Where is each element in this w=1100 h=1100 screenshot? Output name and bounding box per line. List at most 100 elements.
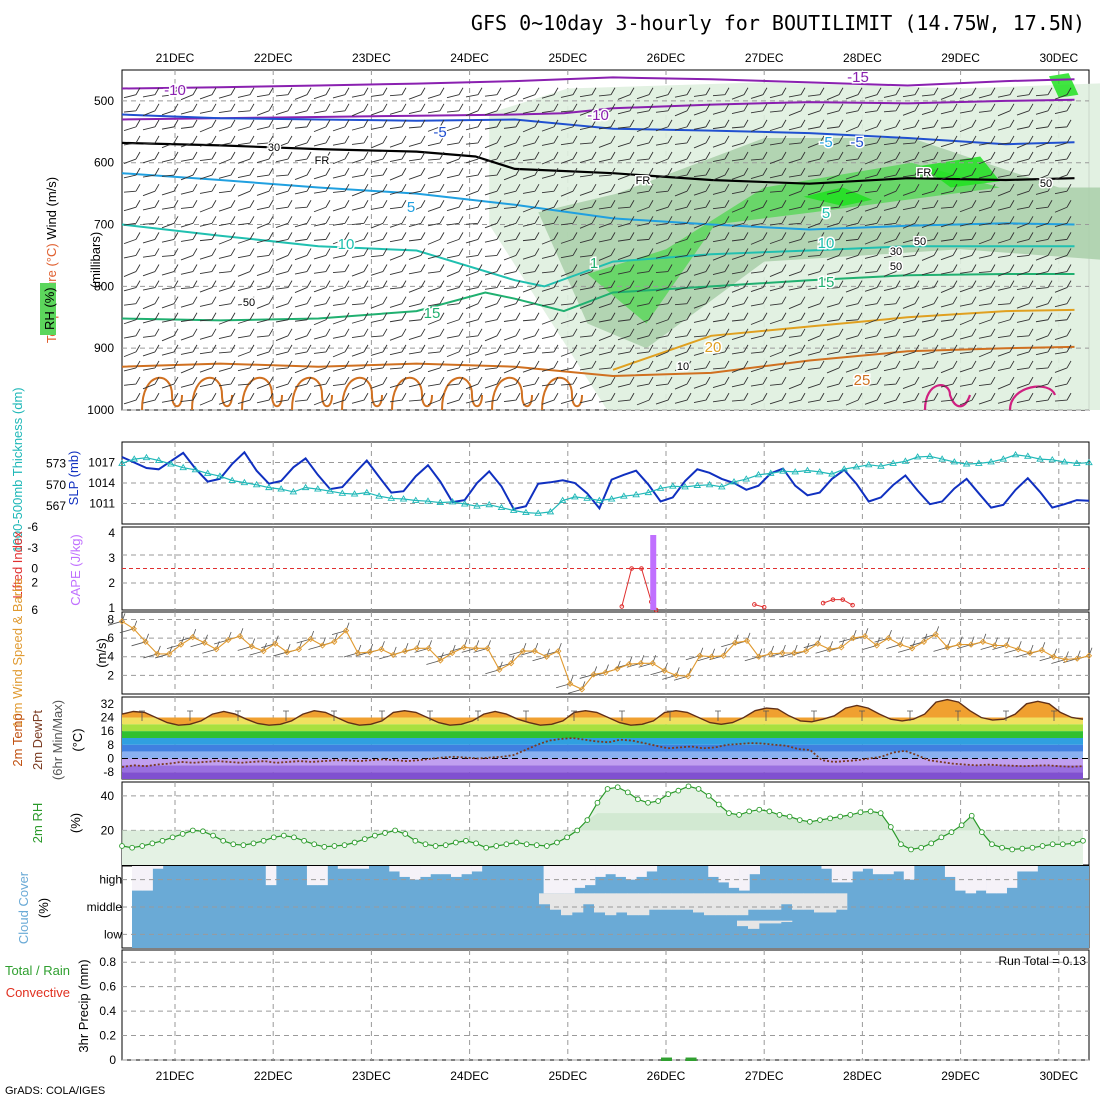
rh-legend-swatch bbox=[40, 283, 56, 335]
temperature-color-band bbox=[122, 731, 1083, 738]
wind-barb-mark bbox=[959, 392, 977, 406]
wind-barb-mark bbox=[294, 280, 312, 294]
wind-barb-mark bbox=[427, 119, 445, 132]
wind-barb-mark bbox=[389, 103, 407, 115]
wind-barb-mark bbox=[275, 264, 293, 276]
wind-barb-mark bbox=[465, 296, 483, 310]
wind-speed-marker bbox=[508, 660, 515, 667]
wind-barb-mark bbox=[1054, 328, 1072, 340]
wind-barb-mark bbox=[427, 328, 445, 340]
wind-speed-marker bbox=[248, 643, 255, 650]
wind-barb-mark bbox=[237, 296, 255, 306]
wind-barb-mark bbox=[161, 183, 179, 196]
cloud-cell bbox=[821, 866, 833, 869]
wind-barb-mark bbox=[750, 376, 768, 387]
wind-barb-mark bbox=[313, 167, 331, 180]
wind-barb-mark bbox=[484, 167, 502, 177]
wind-barb-mark bbox=[845, 119, 863, 133]
wind-barb-mark bbox=[750, 248, 768, 260]
wind-barb-mark bbox=[845, 200, 863, 213]
wind-barb-mark bbox=[465, 103, 483, 116]
wind-barb-mark bbox=[351, 167, 369, 178]
wind-barb-mark bbox=[617, 248, 635, 261]
wind-barb-mark bbox=[883, 167, 901, 179]
wind-barb-mark bbox=[484, 87, 502, 97]
wind-barb-mark bbox=[845, 360, 863, 373]
wind-barb-mark bbox=[864, 216, 882, 227]
contour-value-label: 10 bbox=[818, 235, 835, 252]
wind-unit-label: (m/s) bbox=[94, 638, 109, 668]
wind-barb-mark bbox=[446, 103, 464, 113]
wind-barb-mark bbox=[522, 296, 540, 307]
wind-barb-mark bbox=[503, 392, 521, 403]
wind-barb-mark bbox=[807, 392, 825, 403]
wind-barb-mark bbox=[617, 328, 635, 341]
wind-barb-mark bbox=[674, 103, 692, 117]
wind-barb-mark bbox=[826, 232, 844, 242]
cloud-cell bbox=[803, 893, 815, 910]
wind-barb-mark bbox=[351, 280, 369, 291]
wind-barb-mark bbox=[959, 344, 977, 354]
thickness-marker bbox=[595, 496, 604, 503]
cloud-cell bbox=[440, 866, 452, 875]
wind-barb-mark bbox=[978, 135, 996, 146]
wind-speed-marker bbox=[413, 645, 420, 652]
wind-speed-marker bbox=[354, 649, 361, 657]
wind-barb-mark bbox=[123, 119, 141, 132]
wind-barb-mark bbox=[978, 232, 996, 245]
wind-speed-line bbox=[121, 620, 1090, 690]
wind-barb-mark bbox=[503, 119, 521, 129]
cloud-cell bbox=[825, 893, 837, 913]
wind-barb-mark bbox=[902, 119, 920, 131]
wind-barb-mark bbox=[199, 328, 217, 340]
wind-barb-mark bbox=[142, 344, 160, 357]
cloud-cell bbox=[903, 866, 915, 880]
wind-barb-mark bbox=[674, 376, 692, 390]
wind-barb-mark bbox=[959, 280, 977, 293]
rh-unit-label: (%) bbox=[68, 813, 83, 833]
wind-barb-mark bbox=[674, 87, 692, 98]
wind-barb-mark bbox=[142, 232, 160, 244]
wind-barb-mark bbox=[484, 103, 502, 116]
temperature-color-band bbox=[122, 724, 1083, 732]
wind-barb-mark bbox=[959, 232, 977, 241]
wind-barb-mark bbox=[484, 135, 502, 149]
wind-barb-mark bbox=[256, 151, 274, 163]
wind-barb-mark bbox=[484, 360, 502, 370]
cloud-cell bbox=[1016, 866, 1028, 872]
wind-barb-mark bbox=[465, 248, 483, 258]
wind-barb-mark bbox=[1035, 248, 1053, 261]
wind-barb-mark bbox=[636, 328, 654, 340]
wind-speed-marker bbox=[673, 672, 680, 679]
contour-value-label: -10 bbox=[587, 107, 609, 124]
wind-barb-mark bbox=[864, 248, 882, 259]
date-tick-label: 21DEC bbox=[156, 51, 195, 65]
thickness-marker bbox=[375, 492, 383, 499]
wind-barb-mark bbox=[788, 216, 806, 225]
wind-barb-mark bbox=[674, 280, 692, 291]
pressure-tick-label: 700 bbox=[94, 218, 114, 232]
rh-shading-area bbox=[803, 187, 873, 206]
wind-barb-mark bbox=[598, 392, 616, 403]
wind-barb-mark bbox=[218, 135, 236, 146]
wind-barb-mark bbox=[218, 312, 236, 325]
wind-barb-mark bbox=[161, 280, 179, 290]
wind-barb-mark bbox=[560, 360, 578, 372]
wind-barb-mark bbox=[997, 87, 1015, 98]
minmax-whisker bbox=[331, 710, 337, 721]
wind-barb-mark bbox=[826, 151, 844, 162]
wind-barb-mark bbox=[199, 280, 217, 293]
wind-barb-mark bbox=[750, 312, 768, 325]
wind-barb-mark bbox=[408, 312, 426, 322]
wind-speed-marker bbox=[708, 653, 715, 660]
wind-tick-label: 8 bbox=[107, 612, 114, 626]
temp-tick-label: 8 bbox=[107, 738, 114, 752]
wind-barb-mark bbox=[560, 103, 578, 113]
wind-barb-mark bbox=[978, 296, 996, 306]
wind-barb-mark bbox=[522, 344, 540, 355]
wind-speed-marker bbox=[779, 649, 786, 657]
wind-barb-mark bbox=[826, 296, 844, 308]
wind-barb-mark bbox=[332, 264, 350, 273]
wind-speed-marker bbox=[956, 641, 963, 648]
wind-barb-mark bbox=[826, 103, 844, 115]
